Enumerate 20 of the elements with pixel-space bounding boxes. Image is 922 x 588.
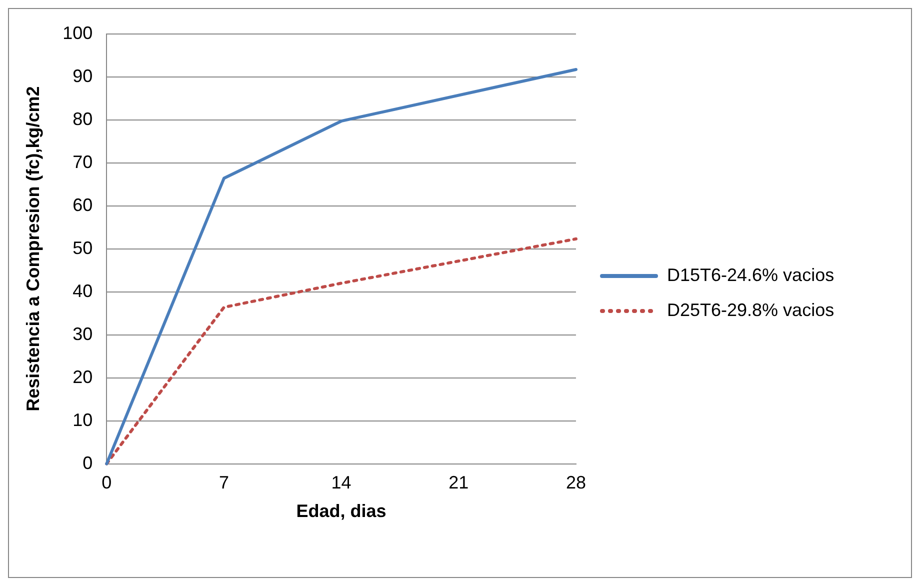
y-tick-label: 40 — [72, 280, 93, 301]
x-tick-label: 0 — [102, 472, 112, 493]
x-tick-label: 21 — [448, 472, 469, 493]
y-tick-label: 10 — [72, 410, 93, 430]
legend-label: D25T6-29.8% vacios — [667, 300, 834, 321]
x-tick-label: 28 — [566, 472, 586, 493]
y-tick-label: 0 — [82, 452, 93, 473]
y-tick-label: 100 — [62, 22, 93, 43]
x-axis-title: Edad, dias — [296, 501, 386, 522]
y-tick-label: 60 — [72, 194, 93, 215]
y-tick-label: 30 — [72, 324, 93, 344]
y-tick-label: 20 — [72, 366, 93, 387]
x-tick-label: 7 — [218, 472, 229, 493]
y-tick-label: 70 — [72, 152, 93, 172]
y-tick-label: 50 — [72, 238, 93, 258]
y-tick-label: 80 — [72, 108, 93, 129]
legend-label: D15T6-24.6% vacios — [667, 265, 834, 286]
x-tick-label: 14 — [331, 472, 352, 493]
y-tick-label: 90 — [72, 66, 93, 86]
y-axis-title: Resistencia a Compresion (fc),kg/cm2 — [22, 86, 43, 412]
